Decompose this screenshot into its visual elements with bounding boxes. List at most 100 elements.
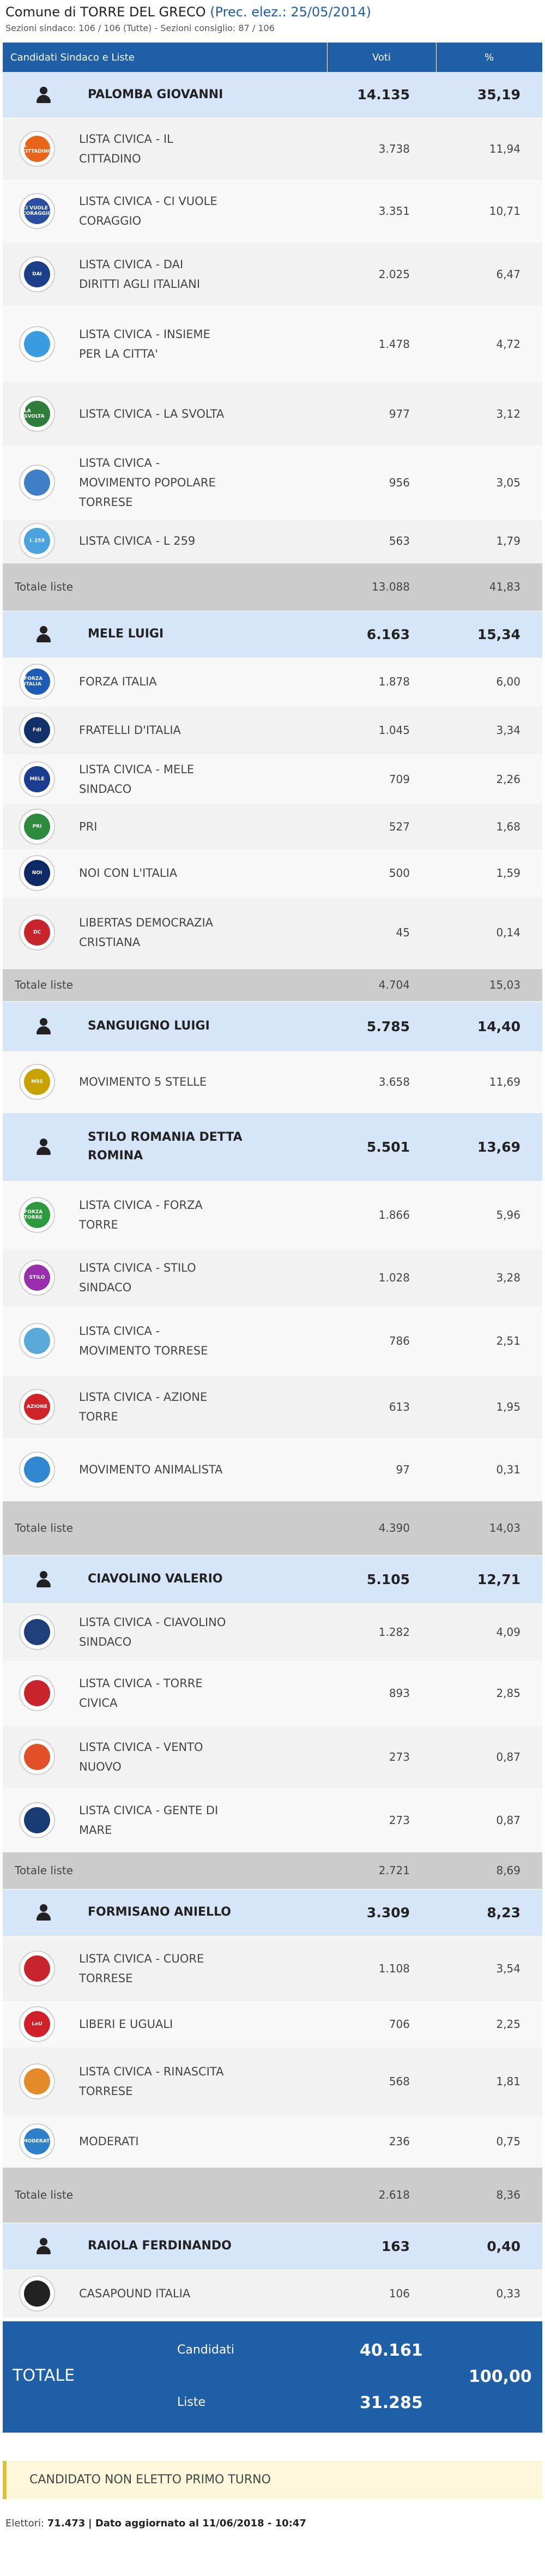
list-row: STILO LISTA CIVICA - STILO SINDACO 1.028 3,… — [3, 1249, 542, 1307]
list-wrap: MOVIMENTO ANIMALISTA — [3, 1452, 327, 1488]
list-votes: 500 — [327, 850, 436, 897]
party-logo-icon: FORZA TORRE — [19, 1197, 55, 1233]
list-cell: CI VUOLE CORAGGIO LISTA CIVICA - CI VUOLE… — [3, 180, 327, 243]
person-icon-head — [40, 626, 47, 634]
list-cell: PRI PRI — [3, 804, 327, 850]
person-icon-head — [40, 1904, 47, 1912]
party-logo-icon: LeU — [19, 2006, 55, 2042]
party-logo-icon: FORZA ITALIA — [19, 664, 55, 700]
list-votes: 568 — [327, 2047, 436, 2116]
person-icon-body — [37, 94, 51, 103]
candidate-pct: 13,69 — [436, 1112, 542, 1182]
candidate-row: FORMISANO ANIELLO 3.309 8,23 — [3, 1889, 542, 1936]
person-icon-body — [37, 2246, 51, 2254]
total-liste-pct: 14,03 — [436, 1501, 542, 1556]
total-liste-label: Totale liste — [3, 1501, 327, 1556]
total-liste-pct: 41,83 — [436, 563, 542, 611]
list-votes: 1.045 — [327, 706, 436, 755]
list-cell: FdI FRATELLI D'ITALIA — [3, 706, 327, 755]
list-pct: 0,87 — [436, 1789, 542, 1852]
party-logo-mark — [24, 1744, 50, 1770]
party-logo-mark — [24, 1619, 50, 1645]
list-wrap: PRI PRI — [3, 809, 327, 845]
list-cell: DAI LISTA CIVICA - DAI DIRITTI AGLI ITALI… — [3, 242, 327, 307]
candidate-pct: 14,40 — [436, 1001, 542, 1052]
person-icon-body — [37, 634, 51, 642]
candidate-wrap: PALOMBA GIOVANNI — [3, 86, 327, 104]
grand-total-box: TOTALE Candidati Liste 40.161 31.285 100… — [3, 2321, 542, 2433]
list-name: LISTA CIVICA - CIAVOLINO SINDACO — [79, 1616, 226, 1648]
comune-title: Comune di TORRE DEL GRECO — [5, 4, 206, 20]
person-icon — [37, 626, 51, 642]
list-pct: 0,87 — [436, 1725, 542, 1789]
list-name: LISTA CIVICA - TORRE CIVICA — [79, 1677, 203, 1710]
list-cell: LISTA CIVICA - RINASCITA TORRESE — [3, 2047, 327, 2116]
list-pct: 2,25 — [436, 2001, 542, 2048]
list-wrap: AZIONE LISTA CIVICA - AZIONE TORRE — [3, 1387, 327, 1427]
list-wrap: FORZA ITALIA FORZA ITALIA — [3, 664, 327, 700]
elettori-value: 71.473 — [47, 2517, 86, 2529]
total-liste-votes: 4.704 — [327, 968, 436, 1002]
list-votes: 956 — [327, 446, 436, 520]
list-row: NOI NOI CON L'ITALIA 500 1,59 — [3, 850, 542, 897]
list-pct: 1,59 — [436, 850, 542, 897]
list-pct: 11,69 — [436, 1051, 542, 1113]
list-pct: 1,68 — [436, 804, 542, 850]
list-name: LISTA CIVICA - IL CITTADINO — [79, 133, 173, 165]
notice-text: CANDIDATO NON ELETTO PRIMO TURNO — [29, 2473, 271, 2487]
party-logo-mark — [24, 2280, 50, 2307]
candidate-cell: RAIOLA FERDINANDO — [3, 2223, 327, 2270]
list-row: AZIONE LISTA CIVICA - AZIONE TORRE 613 1,95 — [3, 1375, 542, 1439]
list-votes: 1.878 — [327, 658, 436, 706]
party-logo-mark: IL CITTADINO — [22, 136, 52, 162]
list-wrap: LISTA CIVICA - MOVIMENTO TORRESE — [3, 1321, 327, 1361]
party-logo-icon: M5S — [19, 1064, 55, 1100]
list-name: FRATELLI D'ITALIA — [79, 724, 181, 737]
candidate-row: PALOMBA GIOVANNI 14.135 35,19 — [3, 72, 542, 118]
list-wrap: LISTA CIVICA - MOVIMENTO POPOLARE TORRES… — [3, 453, 327, 512]
candidate-cell: STILO ROMANIA DETTA ROMINA — [3, 1112, 327, 1182]
list-wrap: LISTA CIVICA - INSIEME PER LA CITTA' — [3, 324, 327, 364]
list-votes: 97 — [327, 1439, 436, 1501]
candidate-wrap: STILO ROMANIA DETTA ROMINA — [3, 1128, 327, 1165]
total-liste-row: Totale liste 2.721 8,69 — [3, 1852, 542, 1889]
party-logo-icon — [19, 2276, 55, 2312]
list-wrap: NOI NOI CON L'ITALIA — [3, 855, 327, 891]
party-logo-mark: LA SVOLTA — [24, 401, 50, 427]
list-name: LISTA CIVICA - RINASCITA TORRESE — [79, 2065, 224, 2098]
list-cell: FORZA TORRE LISTA CIVICA - FORZA TORRE — [3, 1181, 327, 1249]
candidate-votes: 3.309 — [327, 1889, 436, 1936]
total-liste-label: Totale liste — [3, 968, 327, 1002]
list-name: FORZA ITALIA — [79, 675, 157, 688]
party-logo-icon: LA SVOLTA — [19, 396, 55, 432]
party-logo-icon: MELE — [19, 761, 55, 797]
list-row: LISTA CIVICA - CUORE TORRESE 1.108 3,54 — [3, 1936, 542, 2002]
party-logo-icon: PRI — [19, 809, 55, 845]
list-row: LISTA CIVICA - GENTE DI MARE 273 0,87 — [3, 1789, 542, 1852]
party-logo-mark: MELE — [24, 766, 50, 792]
list-row: L 259 LISTA CIVICA - L 259 563 1,79 — [3, 519, 542, 563]
party-logo-icon — [19, 1323, 55, 1359]
list-row: FdI FRATELLI D'ITALIA 1.045 3,34 — [3, 706, 542, 755]
candidate-row: STILO ROMANIA DETTA ROMINA 5.501 13,69 — [3, 1112, 542, 1182]
previous-election-link[interactable]: (Prec. elez.: 25/05/2014) — [210, 4, 372, 20]
party-logo-mark: CI VUOLE CORAGGIO — [22, 198, 52, 224]
list-pct: 0,75 — [436, 2116, 542, 2168]
list-cell: MODERATI MODERATI — [3, 2116, 327, 2168]
list-pct: 5,96 — [436, 1181, 542, 1249]
list-votes: 3.351 — [327, 180, 436, 243]
candidate-pct: 12,71 — [436, 1555, 542, 1604]
table-header: Candidati Sindaco e Liste Voti % — [3, 43, 543, 72]
list-cell: LISTA CIVICA - TORRE CIVICA — [3, 1661, 327, 1726]
candidate-name: SANGUIGNO LUIGI — [88, 1019, 210, 1033]
candidate-wrap: SANGUIGNO LUIGI — [3, 1017, 327, 1036]
list-wrap: LA SVOLTA LISTA CIVICA - LA SVOLTA — [3, 396, 327, 432]
total-liste-votes: 2.721 — [327, 1852, 436, 1889]
page-title: Comune di TORRE DEL GRECO (Prec. elez.: … — [0, 0, 545, 20]
grand-total-liste-votes: 31.285 — [360, 2393, 423, 2412]
party-logo-mark: L 259 — [24, 528, 50, 554]
person-icon — [37, 1139, 51, 1155]
total-liste-votes: 13.088 — [327, 563, 436, 611]
person-icon-body — [37, 1147, 51, 1155]
person-icon-head — [40, 2238, 47, 2246]
